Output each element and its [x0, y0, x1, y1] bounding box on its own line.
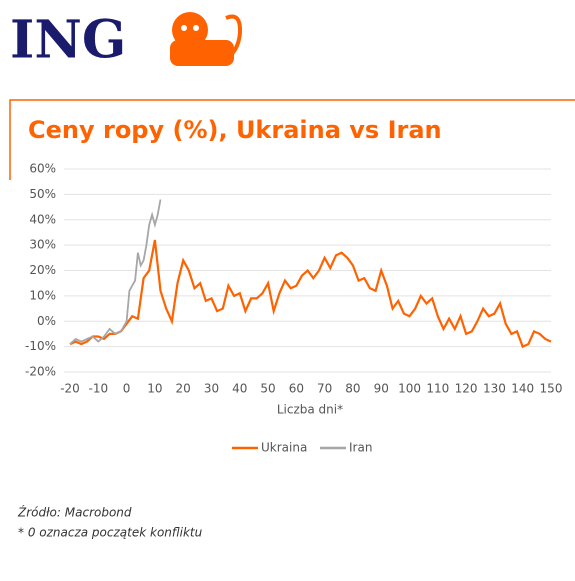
- x-tick-label: -10: [88, 382, 108, 396]
- x-tick-label: 150: [540, 382, 563, 396]
- x-tick-label: -20: [60, 382, 80, 396]
- x-tick-label: 130: [483, 382, 506, 396]
- series-line: [69, 239, 552, 349]
- x-tick-label: 110: [426, 382, 449, 396]
- x-tick-label: 10: [147, 382, 162, 396]
- y-tick-label: 30%: [29, 238, 56, 252]
- legend-label: Iran: [349, 441, 372, 455]
- x-axis-label: Liczba dni*: [277, 403, 343, 417]
- x-tick-label: 70: [317, 382, 332, 396]
- x-tick-label: 30: [204, 382, 219, 396]
- y-tick-label: 40%: [29, 212, 56, 226]
- logo-text: ING: [10, 10, 126, 71]
- y-tick-label: -20%: [25, 365, 56, 379]
- source: Źródło: Macrobond: [17, 505, 132, 520]
- y-tick-label: 10%: [29, 288, 56, 302]
- x-tick-label: 100: [398, 382, 421, 396]
- x-tick-label: 140: [511, 382, 534, 396]
- x-tick-label: 120: [455, 382, 478, 396]
- series-line: [69, 199, 162, 345]
- legend-label: Ukraina: [261, 441, 307, 455]
- y-tick-label: 50%: [29, 187, 56, 201]
- x-tick-label: 90: [374, 382, 389, 396]
- x-tick-label: 80: [345, 382, 360, 396]
- x-tick-label: 60: [289, 382, 304, 396]
- note: * 0 oznacza początek konfliktu: [18, 526, 203, 540]
- x-tick-label: 20: [176, 382, 191, 396]
- x-tick-label: 40: [232, 382, 247, 396]
- x-tick-label: 0: [123, 382, 131, 396]
- y-tick-label: 0%: [37, 314, 56, 328]
- y-tick-label: 20%: [29, 263, 56, 277]
- y-tick-label: -10%: [25, 339, 56, 353]
- y-tick-label: 60%: [29, 162, 56, 176]
- frame: [9, 99, 575, 180]
- chart-title: Ceny ropy (%), Ukraina vs Iran: [28, 116, 442, 144]
- x-tick-label: 50: [260, 382, 275, 396]
- logo-lion: [170, 12, 243, 66]
